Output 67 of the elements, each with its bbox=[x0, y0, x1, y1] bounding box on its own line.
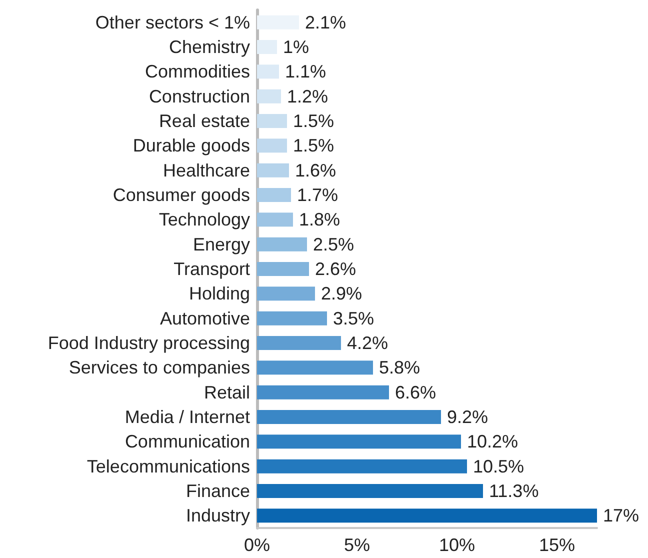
bar bbox=[257, 336, 341, 350]
y-tick-label: Real estate bbox=[158, 111, 250, 131]
data-label: 1.8% bbox=[299, 210, 340, 230]
data-label: 11.3% bbox=[489, 481, 539, 501]
x-tick-label: 10% bbox=[438, 535, 476, 555]
data-label: 4.2% bbox=[347, 333, 388, 353]
data-label: 1.6% bbox=[295, 160, 336, 180]
y-tick-label: Communication bbox=[124, 432, 250, 452]
bar bbox=[257, 40, 277, 54]
bar bbox=[257, 64, 279, 79]
data-label: 9.2% bbox=[447, 407, 488, 427]
bar bbox=[257, 188, 291, 202]
bar bbox=[257, 311, 327, 326]
bar bbox=[257, 484, 483, 498]
data-label: 1.7% bbox=[297, 185, 338, 205]
y-tick-label: Holding bbox=[188, 284, 250, 304]
y-tick-label: Food Industry processing bbox=[48, 333, 250, 353]
data-label: 3.5% bbox=[333, 308, 374, 328]
y-tick-label: Chemistry bbox=[168, 37, 250, 57]
bar bbox=[257, 163, 289, 178]
data-label: 1.5% bbox=[293, 111, 334, 131]
bar bbox=[257, 212, 293, 227]
data-label: 10.2% bbox=[467, 432, 518, 452]
y-tick-label: Other sectors < 1% bbox=[95, 12, 250, 32]
data-label: 2.1% bbox=[305, 12, 346, 32]
data-label: 10.5% bbox=[473, 456, 524, 476]
y-tick-label: Industry bbox=[186, 506, 250, 526]
bar bbox=[257, 138, 287, 153]
y-tick-label: Services to companies bbox=[68, 358, 250, 378]
y-tick-label: Consumer goods bbox=[112, 185, 250, 205]
data-label: 2.6% bbox=[315, 259, 356, 279]
data-label: 1.5% bbox=[293, 136, 334, 156]
y-tick-label: Transport bbox=[174, 259, 250, 279]
bar bbox=[257, 385, 389, 400]
data-label: 17% bbox=[603, 506, 640, 526]
y-tick-label: Automotive bbox=[160, 308, 250, 328]
y-tick-label: Durable goods bbox=[132, 136, 250, 156]
bar bbox=[257, 237, 307, 252]
y-tick-label: Finance bbox=[186, 481, 250, 501]
bar bbox=[257, 410, 441, 424]
bar bbox=[257, 360, 373, 375]
bar bbox=[257, 434, 461, 449]
y-tick-label: Media / Internet bbox=[124, 407, 250, 427]
y-tick-label: Technology bbox=[158, 210, 250, 230]
y-tick-label: Telecommunications bbox=[86, 456, 250, 476]
bar bbox=[257, 114, 287, 128]
bar bbox=[257, 459, 467, 474]
x-tick-label: 15% bbox=[538, 535, 576, 555]
y-tick-label: Retail bbox=[204, 382, 250, 402]
y-tick-label: Healthcare bbox=[162, 160, 250, 180]
data-label: 2.5% bbox=[313, 234, 354, 254]
y-tick-label: Commodities bbox=[144, 62, 250, 82]
data-label: 2.9% bbox=[321, 284, 362, 304]
data-label: 1.2% bbox=[287, 86, 328, 106]
y-tick-label: Construction bbox=[148, 86, 250, 106]
bar bbox=[257, 262, 309, 276]
data-label: 5.8% bbox=[379, 358, 420, 378]
x-tick-label: 5% bbox=[344, 535, 370, 555]
bar bbox=[257, 15, 299, 30]
data-label: 1.1% bbox=[285, 62, 326, 82]
y-tick-label: Energy bbox=[192, 234, 250, 254]
data-label: 1% bbox=[283, 37, 310, 57]
x-tick-label: 0% bbox=[244, 535, 270, 555]
bar bbox=[257, 89, 281, 104]
data-label: 6.6% bbox=[395, 382, 436, 402]
bar bbox=[257, 508, 597, 523]
bar bbox=[257, 286, 315, 301]
